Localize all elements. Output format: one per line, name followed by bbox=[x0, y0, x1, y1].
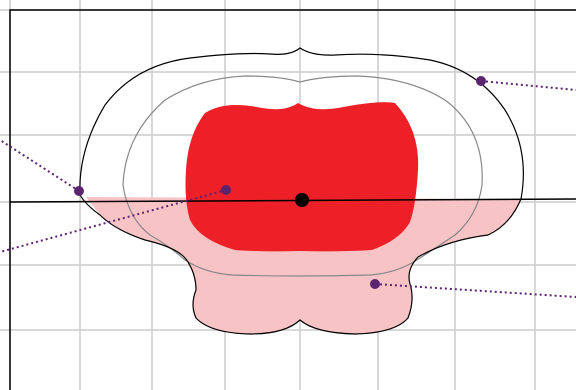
callout-point-upper-right bbox=[476, 76, 486, 86]
inner-outline bbox=[122, 75, 483, 277]
center-point bbox=[295, 193, 309, 207]
outer-outline bbox=[79, 47, 524, 335]
lower-region bbox=[86, 197, 521, 334]
leader-line-upper-right bbox=[480, 80, 576, 91]
leader-line-center-left bbox=[0, 189, 227, 253]
baseline bbox=[9, 198, 576, 203]
callout-point-lower-right bbox=[370, 279, 380, 289]
callout-point-center-left bbox=[221, 185, 231, 195]
leader-line-left bbox=[0, 139, 80, 192]
callout-point-left bbox=[74, 186, 84, 196]
frame bbox=[9, 9, 576, 390]
leader-line-lower-right bbox=[374, 283, 576, 298]
leader-lines bbox=[0, 80, 576, 298]
callout-points bbox=[74, 76, 486, 289]
core-region bbox=[185, 102, 419, 252]
